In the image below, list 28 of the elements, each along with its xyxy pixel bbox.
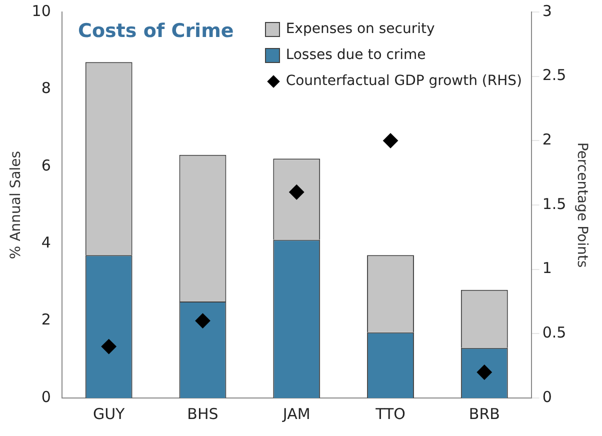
y-tick-label: 8 bbox=[41, 79, 51, 98]
y-tick-label: 6 bbox=[41, 156, 51, 174]
legend-label: Counterfactual GDP growth (RHS) bbox=[286, 73, 522, 89]
x-tick-label: BHS bbox=[187, 404, 218, 423]
point bbox=[195, 313, 210, 328]
x-tick-label: TTO bbox=[374, 404, 406, 423]
y-tick-label: 0 bbox=[41, 388, 51, 406]
y-tick-label: 4 bbox=[41, 233, 51, 252]
y2-tick-label: 0 bbox=[542, 388, 552, 406]
y-tick-label: 10 bbox=[32, 2, 51, 20]
y-axis-title: % Annual Sales bbox=[8, 150, 24, 260]
y2-axis-title: Percentage Points bbox=[574, 142, 590, 268]
x-tick-label: JAM bbox=[282, 404, 310, 423]
y2-tick-label: 1 bbox=[542, 259, 552, 278]
legend-label: Losses due to crime bbox=[286, 47, 426, 63]
y2-tick-label: 2 bbox=[542, 130, 552, 149]
point bbox=[383, 133, 398, 148]
text: Costs of Crime bbox=[78, 20, 234, 42]
x-tick-label: GUY bbox=[92, 404, 126, 423]
x-tick-label: BRB bbox=[468, 404, 500, 423]
y2-tick-label: 3 bbox=[542, 2, 552, 20]
y2-tick-label: 1.5 bbox=[542, 194, 566, 213]
point bbox=[101, 339, 116, 354]
point bbox=[289, 184, 304, 200]
y2-tick-label: 2.5 bbox=[542, 66, 566, 84]
y-tick-label: 2 bbox=[41, 310, 51, 329]
y2-tick-label: 0.5 bbox=[542, 324, 566, 342]
legend-label: Expenses on security bbox=[286, 21, 435, 37]
